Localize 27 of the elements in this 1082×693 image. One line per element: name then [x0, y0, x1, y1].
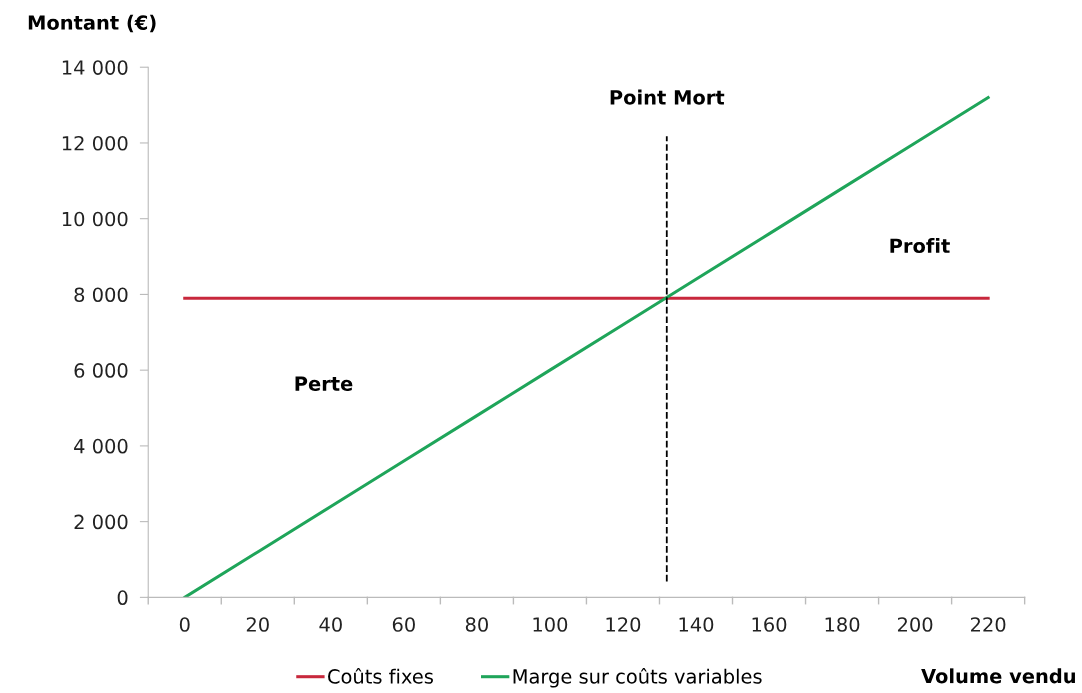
- x-tick-label: 120: [606, 617, 641, 632]
- y-tick-label: 6 000: [74, 363, 128, 378]
- x-tick-label: 140: [679, 617, 714, 632]
- annotation: Profit: [890, 238, 950, 254]
- x-tick-label: 60: [392, 617, 415, 632]
- x-tick-label: 80: [465, 617, 488, 632]
- legend-label: Coûts fixes: [328, 667, 433, 684]
- x-tick-label: 0: [179, 617, 190, 632]
- x-tick-label: 160: [752, 617, 787, 632]
- x-tick-label: 40: [319, 617, 342, 632]
- x-tick-label: 220: [971, 617, 1006, 632]
- y-tick-label: 2 000: [74, 514, 128, 530]
- x-tick-label: 180: [825, 617, 860, 632]
- ref-line-label: Point Mort: [610, 89, 725, 105]
- y-axis-title: Montant (€): [28, 14, 156, 33]
- y-tick-label: 8 000: [74, 287, 128, 303]
- legend-label: Marge sur coûts variables: [513, 667, 762, 688]
- x-axis-title: Volume vendu: [921, 668, 1075, 684]
- y-tick-label: 12 000: [62, 135, 128, 151]
- y-tick-label: 14 000: [62, 60, 128, 75]
- x-tick-label: 20: [246, 617, 269, 632]
- annotation: Perte: [295, 376, 353, 391]
- y-tick-label: 0: [117, 590, 128, 606]
- y-tick-label: 10 000: [62, 211, 128, 227]
- x-tick-label: 200: [897, 617, 933, 632]
- y-tick-label: 4 000: [74, 438, 128, 454]
- x-tick-label: 100: [533, 617, 568, 632]
